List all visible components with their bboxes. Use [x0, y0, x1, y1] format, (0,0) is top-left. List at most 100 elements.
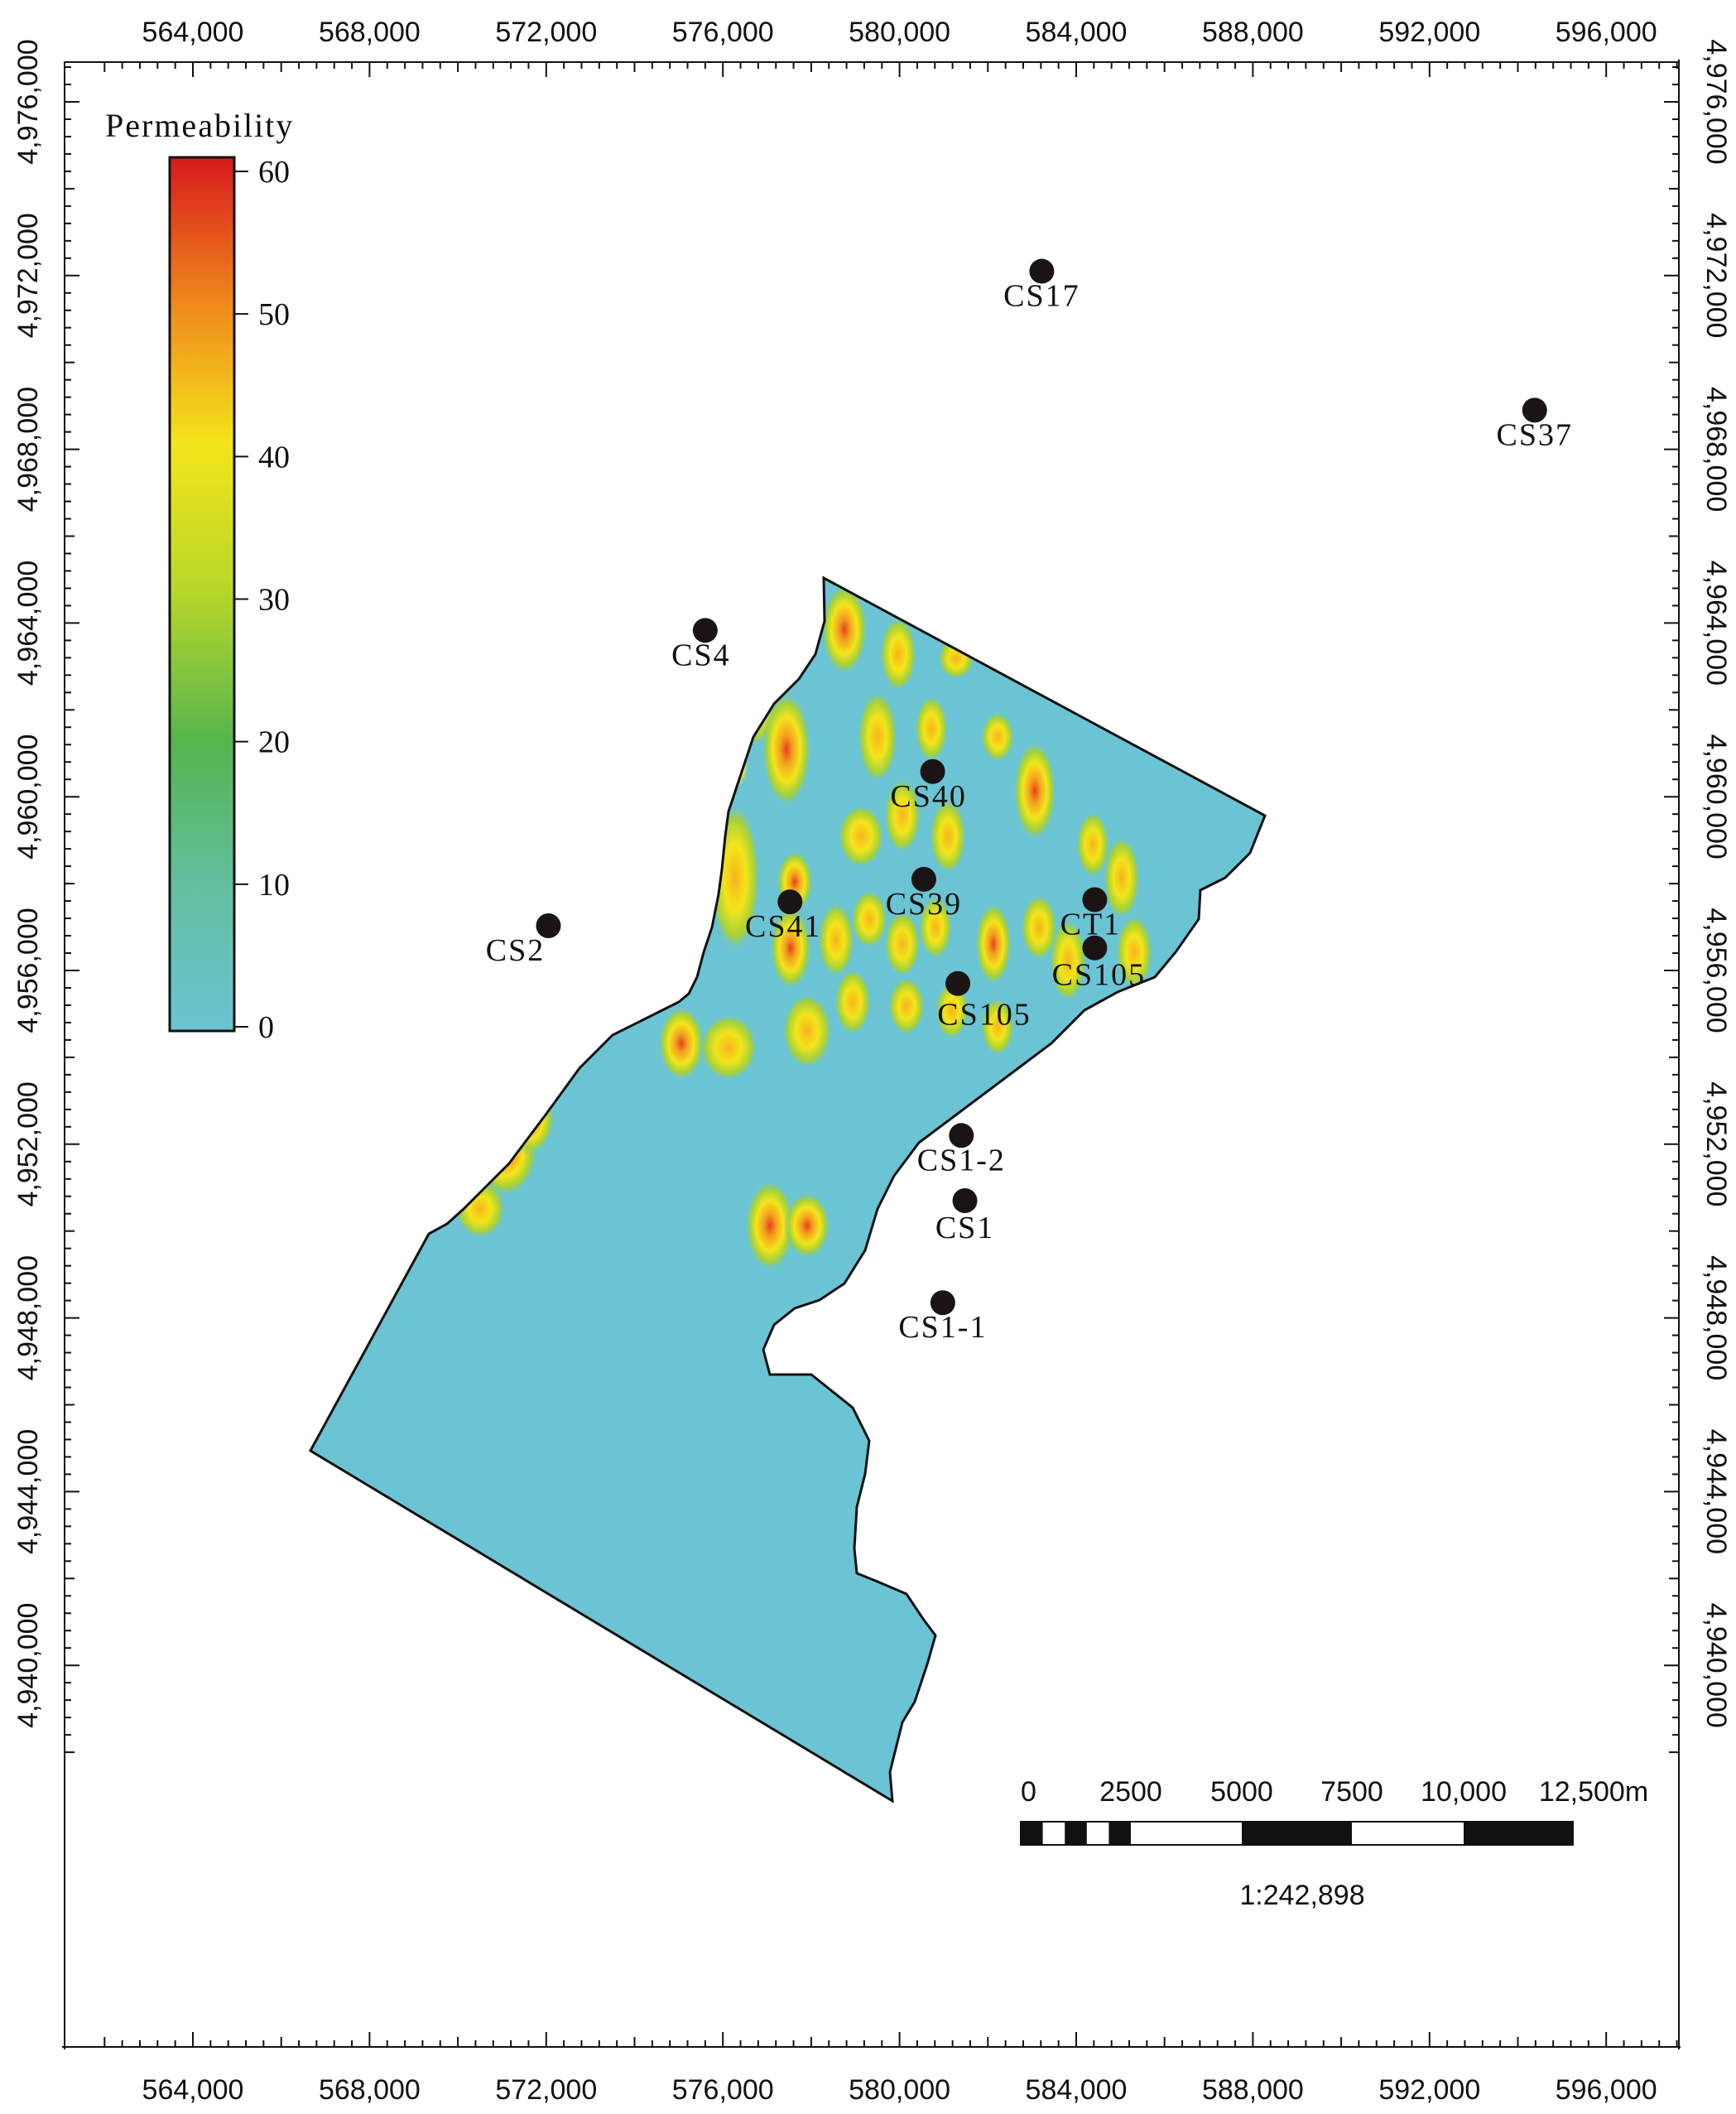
- well-label: CS39: [886, 887, 962, 922]
- legend-tick-label: 10: [258, 868, 290, 903]
- well-label: CS1-1: [898, 1310, 987, 1345]
- well-label: CS105: [937, 998, 1031, 1033]
- well-dot: [777, 889, 803, 915]
- well-dot: [952, 1187, 978, 1213]
- well-dot: [945, 970, 971, 996]
- y-tick-label-right: 4,956,000: [1700, 908, 1732, 1033]
- legend-tick-label: 60: [258, 155, 290, 190]
- y-tick-label-right: 4,964,000: [1700, 561, 1732, 686]
- x-tick-label-top: 580,000: [849, 17, 950, 48]
- well-label: CS4: [671, 638, 730, 672]
- well-cs1: CS1: [935, 1187, 994, 1245]
- well-cs1-1: CS1-1: [898, 1290, 987, 1345]
- legend-tick-label: 50: [258, 297, 290, 332]
- y-tick-label-left: 4,960,000: [12, 734, 44, 860]
- x-tick-label-bottom: 576,000: [672, 2074, 774, 2106]
- well-dot: [1029, 258, 1055, 284]
- x-tick-label-top: 572,000: [495, 17, 597, 48]
- x-tick-label-bottom: 580,000: [849, 2074, 950, 2106]
- x-tick-label-bottom: 564,000: [142, 2074, 244, 2106]
- y-tick-label-right: 4,972,000: [1700, 213, 1732, 338]
- well-dot: [911, 866, 936, 892]
- well-cs105: CS105: [937, 970, 1031, 1033]
- well-dot: [536, 913, 561, 938]
- x-tick-label-top: 576,000: [672, 17, 774, 48]
- y-tick-label-right: 4,976,000: [1700, 39, 1732, 164]
- y-tick-label-right: 4,944,000: [1700, 1429, 1732, 1554]
- y-tick-label-left: 4,972,000: [12, 213, 44, 338]
- well-label: CS17: [1003, 279, 1080, 314]
- scale-segment: [1464, 1822, 1573, 1845]
- legend-ticks: 60 50 40 30 20 10 0: [234, 155, 290, 1045]
- y-tick-label-left: 4,968,000: [12, 387, 44, 512]
- y-tick-label-right: 4,948,000: [1700, 1255, 1732, 1380]
- legend-title: Permeability: [105, 107, 294, 144]
- well-cs40: CS40: [890, 758, 966, 814]
- well-cs2: CS2: [486, 913, 561, 968]
- scale-bar-segments: [1020, 1821, 1574, 1846]
- y-tick-label-right: 4,940,000: [1700, 1603, 1732, 1728]
- well-label: CT1: [1060, 908, 1122, 942]
- well-label: CS41: [745, 909, 821, 944]
- x-axis-bottom: 564,000 568,000 572,000 576,000 580,000 584,0…: [103, 2032, 1678, 2106]
- legend-tick-label: 30: [258, 583, 290, 618]
- x-tick-label-bottom: 584,000: [1026, 2074, 1128, 2106]
- scale-label: 5000: [1210, 1776, 1273, 1808]
- well-label: CS2: [486, 933, 545, 968]
- scale-segment: [1108, 1822, 1131, 1845]
- legend-tick-label: 20: [258, 725, 290, 760]
- well-label: CS1: [935, 1211, 994, 1245]
- well-label: CS1-2: [917, 1143, 1006, 1177]
- y-tick-label-left: 4,956,000: [12, 908, 44, 1033]
- y-tick-label-left: 4,948,000: [12, 1255, 44, 1380]
- well-dot: [930, 1290, 955, 1316]
- x-tick-label-bottom: 572,000: [495, 2074, 597, 2106]
- well-ct1: CT1: [1060, 887, 1122, 942]
- well-cs41: CS41: [745, 889, 821, 944]
- well-label: CS40: [890, 779, 966, 814]
- legend-colorbar: [168, 156, 236, 1033]
- scale-segment: [1242, 1822, 1352, 1845]
- y-axis-right: 4,976,000 4,972,000 4,968,000 4,964,000 4,96…: [1664, 39, 1732, 1754]
- well-cs37: CS37: [1497, 397, 1573, 452]
- well-cs4: CS4: [671, 618, 730, 672]
- y-tick-label-right: 4,960,000: [1700, 734, 1732, 860]
- well-cs1-2: CS1-2: [917, 1123, 1006, 1177]
- x-tick-label-bottom: 588,000: [1202, 2074, 1304, 2106]
- well-dot: [949, 1123, 974, 1148]
- scale-label: 10,000: [1421, 1776, 1507, 1808]
- well-cs105: CS105: [1052, 935, 1146, 993]
- scale-label: 7500: [1320, 1776, 1383, 1808]
- well-dot: [1082, 887, 1108, 913]
- x-tick-label-top: 588,000: [1202, 17, 1304, 48]
- y-tick-label-left: 4,940,000: [12, 1603, 44, 1728]
- well-dot: [1082, 935, 1108, 961]
- legend-tick-label: 0: [258, 1010, 274, 1045]
- scale-segment: [1021, 1822, 1043, 1845]
- well-label: CS37: [1497, 417, 1573, 452]
- basin-area: [309, 576, 1267, 1803]
- well-label: CS105: [1052, 958, 1146, 993]
- x-tick-label-top: 564,000: [142, 17, 244, 48]
- well-cs39: CS39: [886, 866, 962, 922]
- x-axis-top: 564,000 568,000 572,000 576,000 580,000 584,0…: [103, 17, 1678, 77]
- well-dot: [692, 618, 718, 643]
- x-tick-label-bottom: 568,000: [319, 2074, 421, 2106]
- scale-bar-labels: 0 2500 5000 7500 10,000 12,500m: [1021, 1776, 1648, 1808]
- y-tick-label-left: 4,976,000: [12, 39, 44, 164]
- x-tick-label-top: 596,000: [1556, 17, 1657, 48]
- legend-tick-label: 40: [258, 440, 290, 474]
- y-tick-label-left: 4,944,000: [12, 1429, 44, 1554]
- x-tick-label-top: 584,000: [1026, 17, 1128, 48]
- well-markers: CS17 CS37 CS4 CS40 CS41 CS39 CS2 CT1 CS105 CS105 C…: [486, 258, 1573, 1345]
- x-tick-label-top: 592,000: [1378, 17, 1480, 48]
- y-tick-label-left: 4,964,000: [12, 561, 44, 686]
- well-dot: [1522, 397, 1547, 423]
- scale-label: 2500: [1099, 1776, 1162, 1808]
- x-tick-label-bottom: 596,000: [1556, 2074, 1657, 2106]
- scale-bar: 0 2500 5000 7500 10,000 12,500m 1:242,898: [1020, 1776, 1648, 1911]
- scale-ratio: 1:242,898: [1239, 1880, 1364, 1911]
- y-axis-left: 4,976,000 4,972,000 4,968,000 4,964,000 4,96…: [12, 39, 79, 1754]
- scale-segment: [1065, 1822, 1087, 1845]
